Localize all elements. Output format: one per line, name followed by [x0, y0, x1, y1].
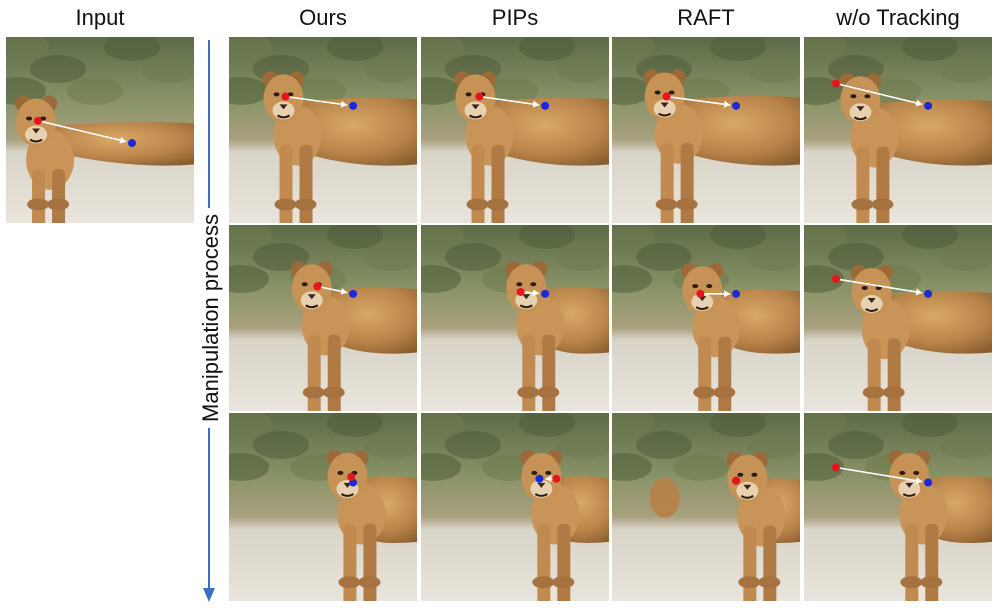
- drag-arrow: [479, 95, 540, 106]
- column-header-w-o-tracking: w/o Tracking: [836, 5, 960, 30]
- handle-point: [516, 287, 525, 296]
- panel-ours-step-3: [229, 413, 417, 601]
- panel-raft-step-1: [612, 37, 800, 223]
- lioness-photo: [229, 37, 417, 223]
- column-header-pips: PIPs: [491, 5, 539, 30]
- target-point: [541, 101, 550, 110]
- target-point: [349, 289, 358, 298]
- target-point: [541, 289, 550, 298]
- drag-arrow: [835, 466, 923, 483]
- panel-pips-step-2: [421, 225, 609, 411]
- target-point: [732, 101, 741, 110]
- target-point: [127, 139, 136, 148]
- lioness-photo: [804, 37, 992, 223]
- handle-point: [831, 274, 840, 283]
- lioness-photo: [612, 225, 800, 411]
- drag-arrow-head: [915, 288, 923, 296]
- lioness-photo: [804, 413, 992, 601]
- lioness-photo: [6, 37, 194, 223]
- handle-point: [732, 476, 741, 485]
- lioness-photo: [804, 225, 992, 411]
- drag-arrow: [285, 95, 348, 106]
- lioness-photo: [421, 225, 609, 411]
- column-header-ours: Ours: [299, 5, 347, 30]
- panel-w-o-tracking-step-2: [804, 225, 992, 411]
- handle-point: [347, 472, 356, 481]
- panel-pips-step-1: [421, 37, 609, 223]
- column-header-input: Input: [75, 5, 125, 30]
- handle-point: [552, 474, 561, 483]
- panel-w-o-tracking-step-3: [804, 413, 992, 601]
- lioness-photo: [612, 37, 800, 223]
- manipulation-process-label: Manipulation process: [198, 208, 224, 428]
- panel-ours-step-2: [229, 225, 417, 411]
- drag-arrow-head: [340, 287, 348, 295]
- drag-arrow-head: [723, 100, 731, 108]
- target-point: [535, 474, 544, 483]
- panel-input-step-0: [6, 37, 194, 223]
- lioness-photo: [229, 225, 417, 411]
- panel-pips-step-3: [421, 413, 609, 601]
- handle-point: [313, 282, 322, 291]
- lioness-photo: [421, 37, 609, 223]
- lioness-photo: [421, 413, 609, 601]
- lioness-photo: [612, 413, 800, 601]
- handle-point: [33, 116, 42, 125]
- drag-arrow-head: [545, 475, 552, 483]
- lioness-photo: [229, 413, 417, 601]
- panel-ours-step-1: [229, 37, 417, 223]
- handle-point: [831, 463, 840, 472]
- column-header-raft: RAFT: [677, 5, 735, 30]
- target-point: [924, 289, 933, 298]
- target-point: [732, 289, 741, 298]
- drag-arrow: [37, 119, 127, 143]
- drag-arrow-head: [915, 99, 923, 107]
- handle-point: [831, 79, 840, 88]
- handle-point: [475, 92, 484, 101]
- drag-arrow-head: [119, 136, 127, 144]
- drag-arrow-head: [724, 290, 731, 298]
- drag-arrow-head: [340, 100, 348, 108]
- drag-arrow-head: [532, 289, 540, 297]
- drag-arrow: [835, 82, 923, 106]
- panel-raft-step-2: [612, 225, 800, 411]
- drag-arrow: [835, 278, 923, 294]
- target-point: [924, 478, 933, 487]
- handle-point: [696, 289, 705, 298]
- handle-point: [281, 92, 290, 101]
- drag-arrow-head: [915, 477, 923, 485]
- drag-arrow-head: [532, 100, 540, 108]
- panel-raft-step-3: [612, 413, 800, 601]
- drag-arrow: [666, 95, 731, 106]
- panel-w-o-tracking-step-1: [804, 37, 992, 223]
- target-point: [349, 101, 358, 110]
- target-point: [924, 101, 933, 110]
- handle-point: [662, 92, 671, 101]
